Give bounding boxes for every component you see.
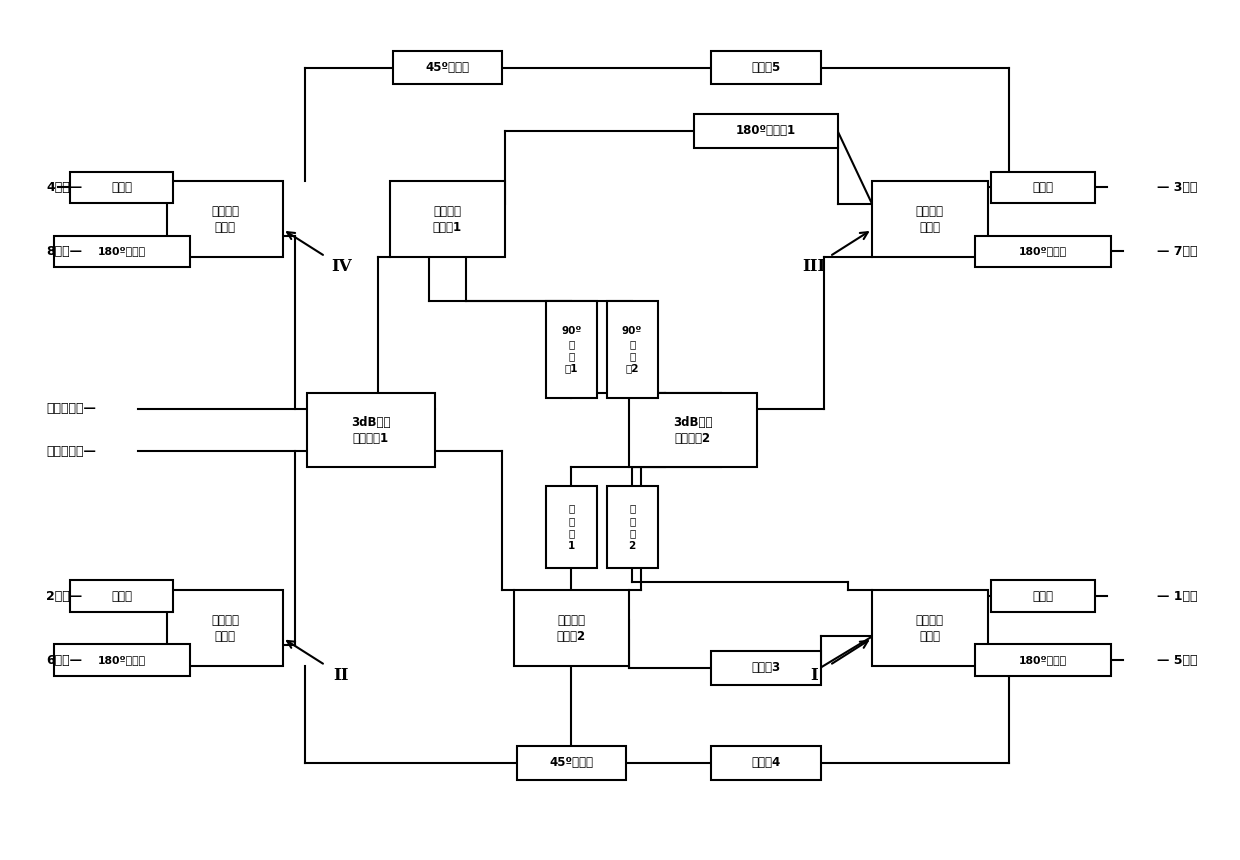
Text: 左旋和端口—: 左旋和端口—	[46, 402, 97, 415]
Text: 180º移相线1: 180º移相线1	[735, 125, 796, 138]
Bar	[546, 302, 596, 398]
Bar	[991, 172, 1095, 203]
Text: 180º移相线: 180º移相线	[1019, 655, 1066, 665]
Text: 比
较
线
1: 比 较 线 1	[568, 503, 575, 550]
Bar	[513, 590, 629, 666]
Bar	[711, 651, 821, 685]
Text: — 1端口: — 1端口	[1157, 590, 1197, 603]
Bar	[546, 486, 596, 568]
Bar	[711, 746, 821, 780]
Bar	[71, 172, 174, 203]
Text: 比较线: 比较线	[1033, 590, 1054, 603]
Text: — 7端口: — 7端口	[1157, 245, 1197, 258]
Bar	[629, 393, 756, 467]
Text: 3dB分支
线耦合器2: 3dB分支 线耦合器2	[673, 415, 713, 445]
Text: 180º移相线: 180º移相线	[98, 246, 146, 256]
Text: 45º移相线: 45º移相线	[425, 61, 470, 74]
Bar	[393, 51, 502, 84]
Text: 比较线4: 比较线4	[751, 757, 780, 770]
Text: III: III	[802, 258, 826, 275]
Text: 2端口—: 2端口—	[46, 590, 83, 603]
Text: — 3端口: — 3端口	[1157, 181, 1197, 194]
Text: 比较线5: 比较线5	[751, 61, 780, 74]
Text: IV: IV	[331, 258, 351, 275]
Text: 8端口—: 8端口—	[46, 245, 82, 258]
Bar	[694, 114, 837, 148]
Bar	[991, 580, 1095, 611]
Text: 比较线: 比较线	[112, 590, 133, 603]
Bar	[606, 302, 657, 398]
Text: 比较线: 比较线	[1033, 181, 1054, 194]
Bar	[517, 746, 626, 780]
Text: 威尔金森
功分器: 威尔金森 功分器	[916, 613, 944, 642]
Text: 右旋和端口—: 右旋和端口—	[46, 445, 97, 458]
Bar	[872, 181, 987, 257]
Text: 威尔金森
功分器2: 威尔金森 功分器2	[557, 613, 587, 642]
Bar	[872, 590, 987, 666]
Bar	[167, 181, 283, 257]
Bar	[71, 580, 174, 611]
Text: 威尔金森
功分器: 威尔金森 功分器	[211, 613, 239, 642]
Bar	[389, 181, 505, 257]
Bar	[308, 393, 435, 467]
Text: 45º移相线: 45º移相线	[549, 757, 594, 770]
Bar	[606, 486, 657, 568]
Bar	[53, 236, 190, 267]
Text: 6端口—: 6端口—	[46, 654, 82, 666]
Bar	[975, 644, 1111, 676]
Text: 威尔金森
功分器: 威尔金森 功分器	[211, 205, 239, 234]
Bar	[975, 236, 1111, 267]
Text: 比
较
线
2: 比 较 线 2	[629, 503, 636, 550]
Text: 4端口—: 4端口—	[46, 181, 83, 194]
Text: II: II	[334, 666, 348, 684]
Text: 比较线3: 比较线3	[751, 661, 780, 674]
Text: — 5端口: — 5端口	[1157, 654, 1197, 666]
Text: 3dB分支
线耦合器1: 3dB分支 线耦合器1	[351, 415, 391, 445]
Text: 比较线: 比较线	[112, 181, 133, 194]
Bar	[167, 590, 283, 666]
Text: 威尔金森
功分器: 威尔金森 功分器	[916, 205, 944, 234]
Text: 180º移相线: 180º移相线	[98, 655, 146, 665]
Text: 威尔金森
功分器1: 威尔金森 功分器1	[433, 205, 463, 234]
Bar	[711, 51, 821, 84]
Text: 90º
移
相
线1: 90º 移 相 线1	[562, 326, 582, 373]
Text: I: I	[810, 666, 817, 684]
Bar	[53, 644, 190, 676]
Text: 180º移相线: 180º移相线	[1019, 246, 1066, 256]
Text: 90º
移
相
线2: 90º 移 相 线2	[622, 326, 642, 373]
